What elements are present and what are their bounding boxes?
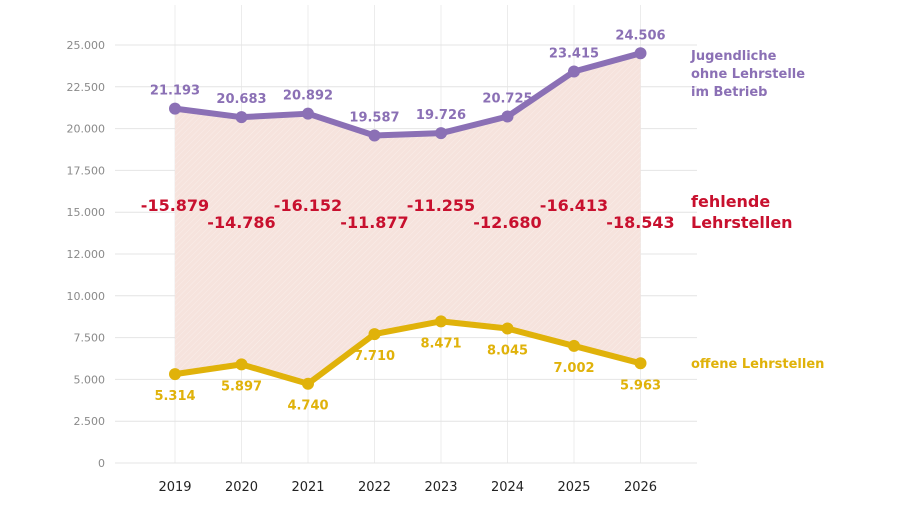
data-point <box>235 358 248 371</box>
data-labels: 21.193 20.683 20.892 19.587 19.726 20.725 23.4… <box>141 28 675 413</box>
difference-label: -14.786 <box>207 213 275 232</box>
difference-label: -18.543 <box>606 213 674 232</box>
y-tick-label: 7.500 <box>74 332 106 345</box>
data-point <box>435 127 447 140</box>
difference-label: -11.255 <box>407 196 475 215</box>
data-label: 20.892 <box>283 89 333 104</box>
legend: Jugendliche ohne Lehrstelle im Betrieb fehl… <box>690 49 824 372</box>
data-point <box>169 368 181 381</box>
difference-label: -11.877 <box>340 213 408 232</box>
legend-difference: fehlende <box>691 192 770 211</box>
y-tick-label: 25.000 <box>67 39 106 52</box>
difference-label: -16.413 <box>540 196 608 215</box>
data-point <box>302 377 314 390</box>
x-tick-label: 2026 <box>624 480 657 495</box>
y-tick-label: 20.000 <box>67 123 106 136</box>
data-label: 21.193 <box>150 84 200 99</box>
legend-series-1: Jugendliche <box>690 49 777 64</box>
series-lines <box>169 47 647 390</box>
data-label: 7.002 <box>553 361 594 376</box>
legend-series-1: im Betrieb <box>691 85 767 100</box>
difference-label: -16.152 <box>274 196 342 215</box>
series-line <box>172 50 644 139</box>
gap-area <box>175 53 641 384</box>
data-point <box>501 322 514 335</box>
legend-series-2: offene Lehrstellen <box>691 357 824 372</box>
gap-area-fill <box>175 53 641 384</box>
data-point <box>634 357 647 370</box>
data-label: 19.587 <box>349 111 399 126</box>
data-label: 8.471 <box>420 336 461 351</box>
data-label: 5.314 <box>154 389 195 404</box>
data-label: 5.897 <box>221 379 262 394</box>
data-label: 8.045 <box>487 343 528 358</box>
x-tick-label: 2019 <box>158 480 191 495</box>
data-point <box>568 339 580 352</box>
difference-label: -12.680 <box>473 213 541 232</box>
data-label: 20.725 <box>482 91 532 106</box>
y-tick-label: 2.500 <box>74 415 106 428</box>
x-tick-label: 2024 <box>491 480 524 495</box>
x-tick-label: 2025 <box>557 480 590 495</box>
y-tick-label: 10.000 <box>67 290 106 303</box>
x-tick-label: 2022 <box>358 480 391 495</box>
data-point <box>435 315 447 328</box>
data-label: 5.963 <box>620 378 661 393</box>
data-label: 7.710 <box>354 349 395 364</box>
y-tick-label: 5.000 <box>74 373 106 386</box>
x-tick-label: 2021 <box>291 480 324 495</box>
data-label: 19.726 <box>416 108 466 123</box>
x-tick-label: 2023 <box>424 480 457 495</box>
data-point <box>568 65 580 78</box>
legend-series-1: ohne Lehrstelle <box>691 67 805 82</box>
y-tick-label: 0 <box>98 457 105 470</box>
data-label: 4.740 <box>287 399 328 414</box>
data-label: 23.415 <box>549 47 599 62</box>
y-tick-label: 17.500 <box>67 164 106 177</box>
data-point <box>169 102 181 115</box>
y-tick-label: 15.000 <box>67 206 106 219</box>
legend-difference: Lehrstellen <box>691 213 793 232</box>
y-tick-label: 22.500 <box>67 81 106 94</box>
data-point <box>235 111 248 124</box>
y-tick-label: 12.000 <box>67 248 106 261</box>
data-point <box>302 107 314 120</box>
data-label: 24.506 <box>615 28 665 43</box>
data-point <box>368 328 381 341</box>
data-label: 20.683 <box>216 92 266 107</box>
difference-label: -15.879 <box>141 196 209 215</box>
data-point <box>501 110 514 123</box>
x-tick-label: 2020 <box>225 480 258 495</box>
data-point <box>368 129 381 142</box>
series-line <box>172 318 644 387</box>
data-point <box>634 47 647 60</box>
